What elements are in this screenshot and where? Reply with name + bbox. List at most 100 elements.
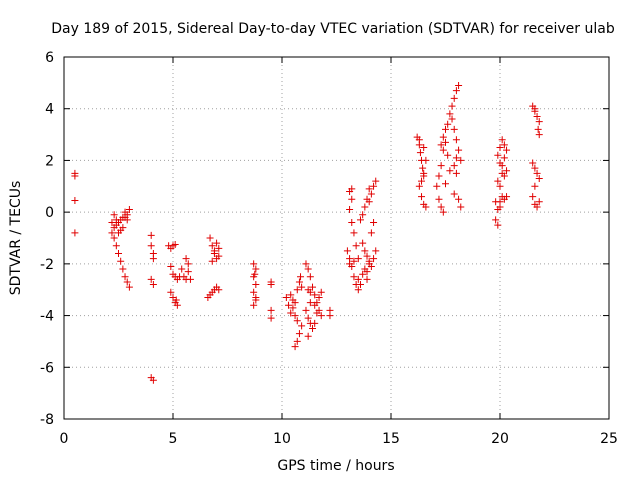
data-point bbox=[343, 247, 351, 255]
data-point bbox=[442, 180, 449, 188]
axes: 0 5 10 15 20 25 -8 -6 -4 -2 0 2 4 6 bbox=[40, 50, 618, 447]
data-point bbox=[171, 240, 179, 248]
data-point bbox=[215, 252, 223, 260]
data-point bbox=[496, 182, 504, 190]
data-point bbox=[147, 242, 155, 250]
data-point bbox=[415, 136, 423, 144]
data-point bbox=[309, 325, 317, 332]
data-point bbox=[348, 185, 356, 193]
data-point bbox=[435, 172, 443, 180]
data-point bbox=[356, 281, 364, 289]
y-axis-label: SDTVAR / TECUs bbox=[8, 181, 24, 296]
data-point bbox=[450, 162, 458, 170]
data-point bbox=[457, 156, 465, 164]
data-point bbox=[121, 273, 129, 281]
data-point bbox=[444, 120, 452, 128]
data-point bbox=[110, 234, 118, 242]
data-point bbox=[315, 293, 323, 301]
data-point bbox=[173, 301, 181, 309]
data-point bbox=[370, 182, 378, 190]
data-point bbox=[500, 154, 508, 162]
data-point bbox=[492, 216, 500, 224]
data-point bbox=[210, 247, 218, 255]
y-tick-label: -2 bbox=[40, 257, 54, 273]
data-point bbox=[186, 275, 194, 283]
data-point bbox=[363, 252, 371, 260]
y-tick-label: -8 bbox=[40, 412, 54, 428]
data-point bbox=[252, 265, 260, 273]
data-point bbox=[531, 105, 539, 113]
data-point bbox=[494, 177, 502, 185]
data-point bbox=[309, 283, 317, 291]
data-point bbox=[110, 211, 118, 219]
x-axis-label: GPS time / hours bbox=[277, 458, 394, 474]
data-point bbox=[250, 288, 258, 296]
data-point bbox=[361, 247, 369, 255]
data-point bbox=[123, 278, 131, 286]
data-point bbox=[348, 218, 356, 226]
data-point bbox=[354, 255, 362, 263]
data-point bbox=[119, 265, 127, 273]
data-point bbox=[350, 257, 358, 265]
data-point bbox=[439, 146, 447, 154]
data-point bbox=[317, 312, 325, 320]
data-point bbox=[418, 177, 426, 185]
data-point bbox=[125, 206, 133, 214]
data-point bbox=[108, 229, 116, 237]
data-point bbox=[112, 242, 120, 250]
data-point bbox=[149, 376, 157, 384]
data-point bbox=[370, 218, 378, 226]
data-point bbox=[418, 193, 426, 201]
data-point bbox=[298, 322, 306, 330]
data-point bbox=[317, 288, 325, 296]
x-tick-label: 0 bbox=[60, 431, 69, 447]
data-point bbox=[496, 203, 504, 211]
data-point bbox=[370, 255, 378, 263]
data-point bbox=[302, 306, 310, 314]
data-point bbox=[311, 301, 319, 309]
data-point bbox=[420, 144, 428, 151]
data-point bbox=[452, 169, 460, 177]
data-point bbox=[529, 159, 537, 167]
data-point bbox=[167, 262, 175, 270]
data-point bbox=[531, 182, 539, 190]
data-point bbox=[184, 260, 192, 268]
data-point bbox=[291, 299, 299, 307]
data-point bbox=[302, 260, 310, 268]
data-point bbox=[304, 265, 312, 273]
data-point bbox=[450, 94, 458, 102]
data-point bbox=[442, 138, 449, 146]
data-point bbox=[419, 164, 427, 172]
data-point bbox=[306, 273, 314, 281]
data-point bbox=[147, 231, 155, 239]
data-point bbox=[178, 265, 186, 273]
data-point bbox=[435, 195, 443, 203]
data-point bbox=[452, 136, 460, 144]
x-tick-label: 25 bbox=[600, 431, 618, 447]
data-point bbox=[503, 167, 511, 175]
data-point bbox=[365, 185, 373, 193]
data-point bbox=[448, 102, 456, 110]
data-point bbox=[115, 250, 122, 258]
y-tick-label: 0 bbox=[45, 205, 54, 221]
data-point bbox=[500, 141, 508, 149]
data-point bbox=[450, 125, 458, 133]
data-point bbox=[365, 260, 373, 268]
data-point bbox=[352, 242, 360, 250]
data-point bbox=[450, 190, 458, 198]
data-point bbox=[313, 309, 321, 317]
data-point bbox=[206, 234, 214, 242]
data-point bbox=[446, 110, 454, 118]
grid bbox=[64, 57, 609, 419]
data-point bbox=[494, 221, 502, 229]
data-point bbox=[289, 304, 297, 312]
data-point bbox=[367, 229, 375, 237]
data-point bbox=[285, 301, 293, 309]
data-point bbox=[446, 167, 454, 175]
data-point bbox=[422, 156, 430, 164]
data-point bbox=[71, 172, 79, 180]
data-point bbox=[498, 162, 506, 170]
data-point bbox=[422, 203, 430, 211]
data-point bbox=[208, 242, 216, 250]
data-point bbox=[535, 131, 543, 139]
